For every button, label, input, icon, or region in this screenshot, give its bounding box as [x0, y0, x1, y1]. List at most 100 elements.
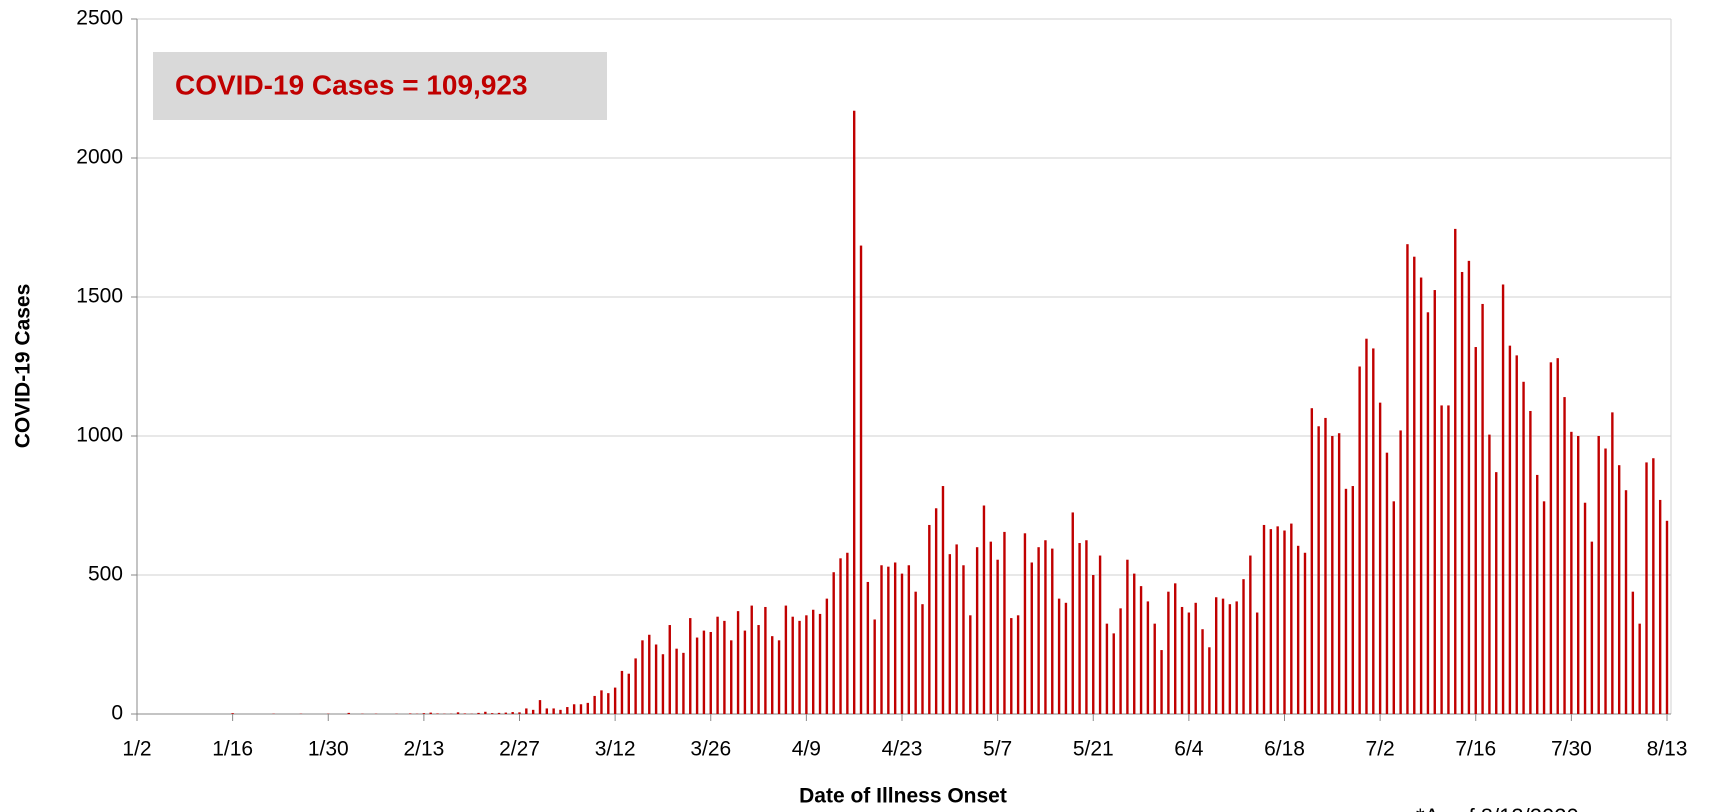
bar [463, 713, 467, 714]
x-tick-label: 3/12 [595, 738, 636, 761]
bar [880, 565, 883, 714]
bar [1146, 601, 1150, 714]
bar [969, 615, 972, 714]
bar [1255, 612, 1259, 714]
bar [1638, 623, 1641, 714]
bar [702, 630, 706, 714]
bar [1262, 524, 1266, 714]
bar [1010, 618, 1013, 714]
bar [1208, 647, 1211, 714]
bar [1488, 434, 1491, 714]
bar [1440, 405, 1443, 714]
x-tick-label: 5/21 [1073, 738, 1114, 761]
x-axis-title: Date of Illness Onset [799, 785, 1007, 808]
bar [525, 708, 528, 714]
bar [1235, 601, 1238, 714]
bar [1372, 348, 1375, 714]
x-tick-label: 5/7 [983, 738, 1012, 761]
bar [566, 707, 569, 714]
bar [1399, 430, 1402, 714]
bar [784, 605, 788, 714]
x-tick-label: 1/16 [212, 738, 253, 761]
bar [1030, 562, 1033, 714]
bar [1242, 579, 1245, 714]
bar [839, 558, 842, 714]
bar [579, 704, 583, 714]
bar [1652, 458, 1655, 714]
bar [668, 625, 671, 714]
bar [497, 712, 501, 714]
bar [1331, 436, 1334, 714]
bar [600, 690, 603, 714]
bar [1051, 548, 1054, 714]
bar [873, 619, 876, 714]
bar [1549, 362, 1553, 714]
x-tick-label: 8/13 [1647, 738, 1688, 761]
bar [736, 611, 740, 714]
bar [1269, 529, 1273, 714]
bar [900, 573, 904, 714]
bar [962, 565, 965, 714]
bar [1536, 474, 1539, 714]
bar [1167, 591, 1170, 714]
bar [1153, 623, 1156, 714]
bar [1290, 523, 1293, 714]
bar [1611, 412, 1614, 714]
bar [1174, 583, 1177, 714]
bar [866, 581, 870, 714]
bar [948, 554, 952, 714]
bar [1426, 312, 1430, 714]
bar [613, 687, 617, 714]
bar [1092, 575, 1095, 714]
bar [1365, 338, 1368, 714]
bar [545, 708, 549, 714]
bar [955, 544, 958, 714]
bar [1624, 490, 1628, 714]
bar [1631, 591, 1635, 714]
bar [1044, 540, 1047, 714]
bar [975, 547, 979, 714]
x-tick-label: 1/30 [308, 738, 349, 761]
bar [1303, 552, 1307, 714]
bar [1085, 540, 1088, 714]
bar [1563, 397, 1566, 714]
x-tick-label: 4/23 [882, 738, 923, 761]
bar [1351, 486, 1355, 714]
bar [1283, 530, 1286, 714]
bar [436, 713, 439, 714]
bar [1467, 260, 1471, 714]
bar [723, 620, 726, 714]
bar [1201, 629, 1204, 714]
bar [1037, 547, 1040, 714]
bar [689, 618, 692, 714]
y-tick-label: 2000 [76, 146, 123, 169]
bar [764, 606, 767, 714]
bar [1419, 277, 1423, 714]
bar [1221, 598, 1225, 714]
y-tick-label: 2500 [76, 7, 123, 30]
bar [409, 713, 412, 714]
bar [1112, 633, 1115, 714]
bar [1658, 499, 1662, 714]
annotation: COVID-19 Cases = 109,923 [175, 69, 528, 100]
bar [798, 620, 801, 714]
bar [1583, 502, 1587, 714]
bar [893, 562, 897, 714]
bar [231, 713, 234, 714]
bar [1228, 604, 1232, 714]
bar [347, 712, 350, 714]
bar [1433, 290, 1436, 714]
bar [1460, 271, 1464, 714]
bar [1501, 284, 1505, 714]
x-tick-label: 2/13 [403, 738, 444, 761]
bar [620, 670, 624, 714]
bar [982, 505, 986, 714]
bar [846, 552, 849, 714]
bar [1023, 533, 1027, 714]
bar [1105, 623, 1109, 714]
bar [429, 712, 432, 714]
bar [538, 700, 542, 714]
y-tick-label: 1000 [76, 424, 123, 447]
bar [552, 708, 555, 714]
bar [682, 652, 685, 714]
